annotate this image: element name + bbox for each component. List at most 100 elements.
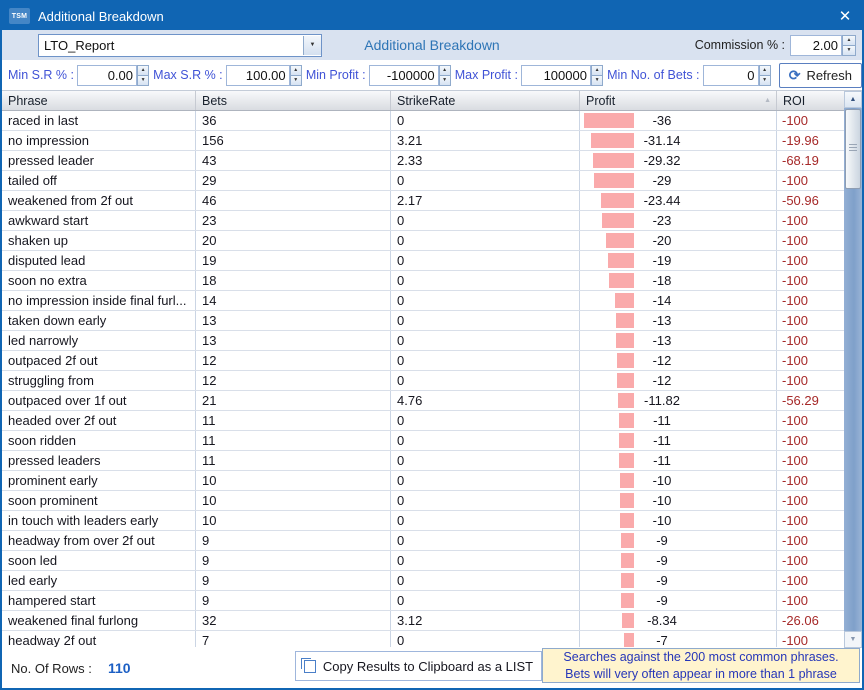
min-profit-stepper[interactable]: ▲ ▼: [438, 64, 451, 86]
chevron-down-icon[interactable]: ▼: [303, 35, 321, 55]
roi-cell: -100: [782, 353, 809, 368]
profit-value: -36: [652, 113, 672, 128]
profit-value: -10: [652, 473, 672, 488]
profit-bar: [594, 173, 634, 188]
table-row[interactable]: no impression inside final furl... 14 0 -14…: [2, 291, 862, 311]
table-row[interactable]: tailed off 29 0 -29 -100: [2, 171, 862, 191]
spinner-up-icon[interactable]: ▲: [758, 64, 771, 76]
spinner-down-icon[interactable]: ▼: [842, 45, 856, 56]
spinner-down-icon[interactable]: ▼: [289, 75, 302, 86]
table-row[interactable]: prominent early 10 0 -10 -100: [2, 471, 862, 491]
phrase-cell: soon no extra: [2, 271, 196, 290]
table-row[interactable]: led narrowly 13 0 -13 -100: [2, 331, 862, 351]
table-row[interactable]: soon ridden 11 0 -11 -100: [2, 431, 862, 451]
roi-cell: -100: [782, 533, 809, 548]
table-row[interactable]: led early 9 0 -9 -100: [2, 571, 862, 591]
table-row[interactable]: weakened from 2f out 46 2.17 -23.44 -50.96: [2, 191, 862, 211]
table-row[interactable]: shaken up 20 0 -20 -100: [2, 231, 862, 251]
strikerate-cell: 3.21: [391, 131, 580, 150]
app-icon: TSM: [9, 8, 30, 24]
phrase-cell: led narrowly: [2, 331, 196, 350]
scroll-up-icon[interactable]: ▲: [844, 91, 862, 108]
table-row[interactable]: soon led 9 0 -9 -100: [2, 551, 862, 571]
column-header-strikerate[interactable]: StrikeRate: [391, 91, 580, 110]
strikerate-cell: 0: [391, 631, 580, 647]
scrollbar-track[interactable]: [844, 108, 862, 631]
table-row[interactable]: hampered start 9 0 -9 -100: [2, 591, 862, 611]
min-bets-input[interactable]: [702, 64, 759, 86]
table-row[interactable]: pressed leader 43 2.33 -29.32 -68.19: [2, 151, 862, 171]
min-profit-input[interactable]: [368, 64, 439, 86]
profit-bar: [618, 393, 634, 408]
table-row[interactable]: outpaced 2f out 12 0 -12 -100: [2, 351, 862, 371]
column-header-roi[interactable]: ROI: [783, 93, 806, 108]
table-row[interactable]: no impression 156 3.21 -31.14 -19.96: [2, 131, 862, 151]
max-sr-stepper[interactable]: ▲ ▼: [289, 64, 302, 86]
vertical-scrollbar[interactable]: ▲ ▼: [844, 91, 862, 648]
spinner-down-icon[interactable]: ▼: [137, 75, 150, 86]
strikerate-cell: 0: [391, 171, 580, 190]
roi-cell: -100: [782, 253, 809, 268]
profit-bar: [616, 313, 634, 328]
table-row[interactable]: headway 2f out 7 0 -7 -100: [2, 631, 862, 647]
min-bets-stepper[interactable]: ▲ ▼: [758, 64, 771, 86]
column-header-profit[interactable]: Profit ▲: [580, 91, 777, 110]
table-row[interactable]: taken down early 13 0 -13 -100: [2, 311, 862, 331]
table-row[interactable]: raced in last 36 0 -36 -100: [2, 111, 862, 131]
table-row[interactable]: soon prominent 10 0 -10 -100: [2, 491, 862, 511]
spinner-up-icon[interactable]: ▲: [289, 64, 302, 76]
scrollbar-thumb[interactable]: [845, 109, 861, 189]
phrase-cell: pressed leaders: [2, 451, 196, 470]
table-row[interactable]: headed over 2f out 11 0 -11 -100: [2, 411, 862, 431]
max-sr-input[interactable]: [225, 64, 290, 86]
table-row[interactable]: soon no extra 18 0 -18 -100: [2, 271, 862, 291]
spinner-up-icon[interactable]: ▲: [438, 64, 451, 76]
profit-value: -12: [652, 373, 672, 388]
spinner-up-icon[interactable]: ▲: [842, 34, 856, 46]
profit-bar: [593, 153, 634, 168]
spinner-down-icon[interactable]: ▼: [438, 75, 451, 86]
table-row[interactable]: outpaced over 1f out 21 4.76 -11.82 -56.29: [2, 391, 862, 411]
table-row[interactable]: weakened final furlong 32 3.12 -8.34 -26.06: [2, 611, 862, 631]
roi-cell: -100: [782, 493, 809, 508]
copy-results-button[interactable]: Copy Results to Clipboard as a LIST: [295, 651, 542, 681]
table-row[interactable]: in touch with leaders early 10 0 -10 -100: [2, 511, 862, 531]
column-header-phrase[interactable]: Phrase: [2, 91, 196, 110]
report-select[interactable]: LTO_Report ▼: [38, 33, 322, 57]
table-row[interactable]: disputed lead 19 0 -19 -100: [2, 251, 862, 271]
table-row[interactable]: pressed leaders 11 0 -11 -100: [2, 451, 862, 471]
close-icon[interactable]: ✕: [838, 8, 852, 25]
roi-cell: -100: [782, 553, 809, 568]
refresh-button[interactable]: ⟳ Refresh: [778, 62, 862, 88]
max-profit-input[interactable]: [520, 64, 591, 86]
column-header-bets[interactable]: Bets: [196, 91, 391, 110]
bets-cell: 11: [196, 451, 391, 470]
commission-stepper[interactable]: ▲ ▼: [842, 34, 856, 56]
commission-input[interactable]: [790, 34, 842, 56]
table-row[interactable]: struggling from 12 0 -12 -100: [2, 371, 862, 391]
roi-cell: -100: [782, 633, 809, 647]
min-sr-input[interactable]: [77, 64, 137, 86]
table-row[interactable]: awkward start 23 0 -23 -100: [2, 211, 862, 231]
bets-cell: 12: [196, 351, 391, 370]
profit-value: -23: [652, 213, 672, 228]
strikerate-cell: 0: [391, 511, 580, 530]
spinner-up-icon[interactable]: ▲: [137, 64, 150, 76]
profit-bar: [591, 133, 634, 148]
profit-cell: -29.32: [580, 151, 777, 170]
spinner-up-icon[interactable]: ▲: [590, 64, 604, 76]
profit-cell: -9: [580, 591, 777, 610]
table-row[interactable]: headway from over 2f out 9 0 -9 -100: [2, 531, 862, 551]
spinner-down-icon[interactable]: ▼: [758, 75, 771, 86]
profit-cell: -19: [580, 251, 777, 270]
bets-cell: 7: [196, 631, 391, 647]
scroll-down-icon[interactable]: ▼: [844, 631, 862, 648]
min-sr-stepper[interactable]: ▲ ▼: [137, 64, 150, 86]
strikerate-cell: 0: [391, 111, 580, 130]
profit-value: -12: [652, 353, 672, 368]
scrollbar-grip: [849, 144, 857, 153]
spinner-down-icon[interactable]: ▼: [590, 75, 604, 86]
profit-cell: -20: [580, 231, 777, 250]
max-profit-stepper[interactable]: ▲ ▼: [590, 64, 604, 86]
strikerate-cell: 3.12: [391, 611, 580, 630]
